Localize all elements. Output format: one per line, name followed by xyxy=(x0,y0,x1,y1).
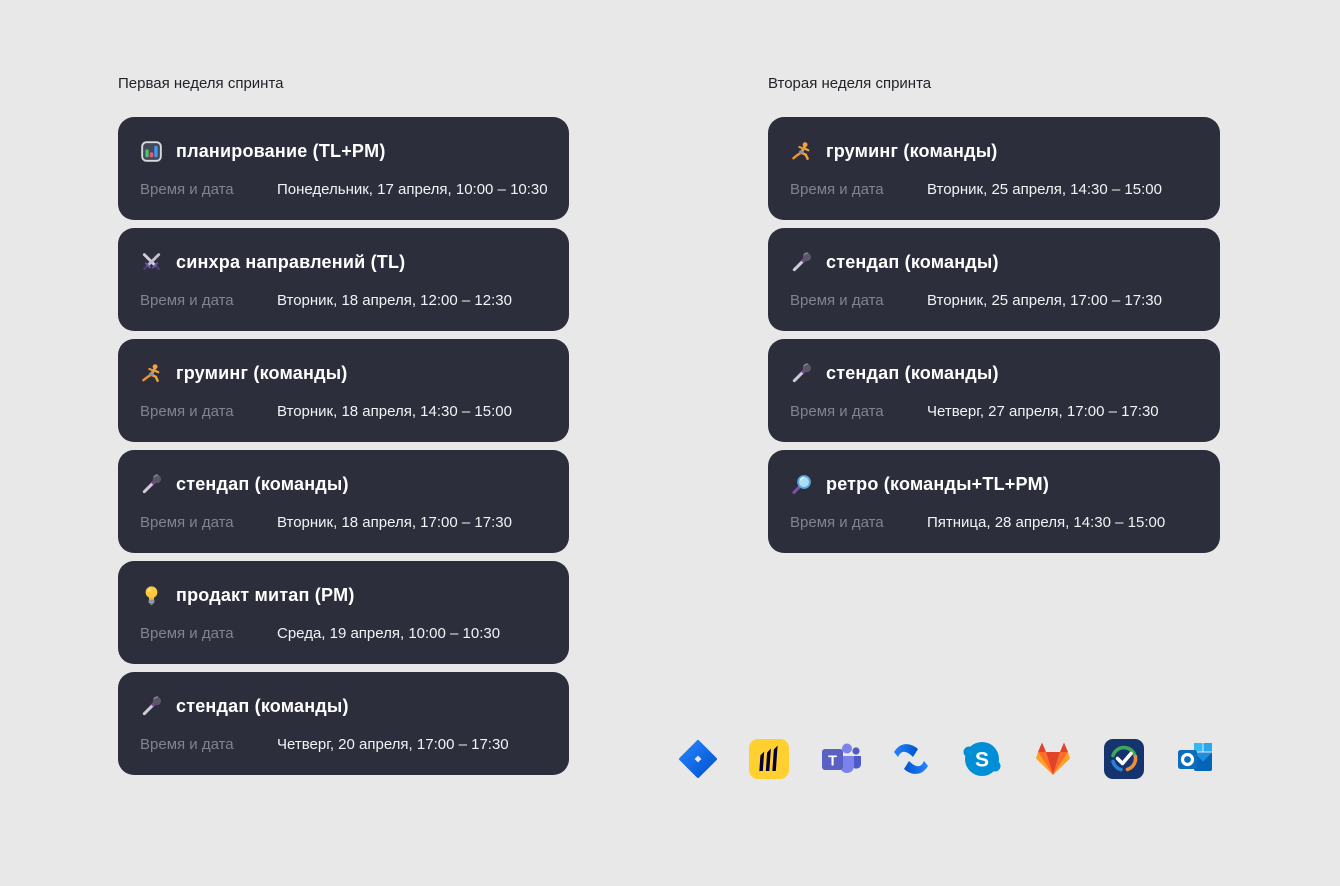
event-card: стендап (команды) Время и дата Вторник, … xyxy=(768,228,1220,331)
time-date-value: Четверг, 20 апреля, 17:00 – 17:30 xyxy=(277,736,509,753)
week1-heading: Первая неделя спринта xyxy=(118,75,284,92)
magnifying-glass-emoji-icon xyxy=(790,473,813,496)
time-date-label: Время и дата xyxy=(140,181,234,198)
light-bulb-emoji-icon xyxy=(140,584,163,607)
skype-icon xyxy=(960,737,1004,781)
outlook-icon xyxy=(1173,737,1217,781)
week1-card-list: планирование (TL+PM) Время и дата Понеде… xyxy=(118,117,569,775)
ticktick-icon xyxy=(1102,737,1146,781)
time-date-value: Вторник, 18 апреля, 17:00 – 17:30 xyxy=(277,514,512,531)
time-date-value: Вторник, 18 апреля, 14:30 – 15:00 xyxy=(277,403,512,420)
confluence-icon xyxy=(889,737,933,781)
event-title: планирование (TL+PM) xyxy=(176,140,386,161)
event-card: стендап (команды) Время и дата Четверг, … xyxy=(118,672,569,775)
time-date-label: Время и дата xyxy=(140,625,234,642)
week2-column: Вторая неделя спринта груминг (команды) … xyxy=(768,76,1220,553)
time-date-value: Пятница, 28 апреля, 14:30 – 15:00 xyxy=(927,514,1166,531)
microsoft-teams-icon xyxy=(818,737,862,781)
event-title: продакт митап (PM) xyxy=(176,584,355,605)
time-date-label: Время и дата xyxy=(140,514,234,531)
crossed-swords-emoji-icon xyxy=(140,251,163,274)
time-date-value: Вторник, 18 апреля, 12:00 – 12:30 xyxy=(277,292,512,309)
event-card: планирование (TL+PM) Время и дата Понеде… xyxy=(118,117,569,220)
time-date-value: Четверг, 27 апреля, 17:00 – 17:30 xyxy=(927,403,1159,420)
microphone-emoji-icon xyxy=(790,362,813,385)
event-title: стендап (команды) xyxy=(176,695,349,716)
time-date-value: Вторник, 25 апреля, 14:30 – 15:00 xyxy=(927,181,1162,198)
event-title: стендап (команды) xyxy=(176,473,349,494)
event-card: груминг (команды) Время и дата Вторник, … xyxy=(118,339,569,442)
bar-chart-emoji-icon xyxy=(140,140,163,163)
microphone-emoji-icon xyxy=(790,251,813,274)
runner-emoji-icon xyxy=(790,140,813,163)
week1-column: Первая неделя спринта планирование (TL+P… xyxy=(118,76,569,775)
event-card: продакт митап (PM) Время и дата Среда, 1… xyxy=(118,561,569,664)
event-card: груминг (команды) Время и дата Вторник, … xyxy=(768,117,1220,220)
time-date-label: Время и дата xyxy=(140,292,234,309)
time-date-label: Время и дата xyxy=(790,514,884,531)
jira-icon xyxy=(676,737,720,781)
event-card: ретро (команды+TL+PM) Время и дата Пятни… xyxy=(768,450,1220,553)
miro-icon xyxy=(747,737,791,781)
event-title: стендап (команды) xyxy=(826,362,999,383)
time-date-value: Вторник, 25 апреля, 17:00 – 17:30 xyxy=(927,292,1162,309)
week2-card-list: груминг (команды) Время и дата Вторник, … xyxy=(768,117,1220,553)
event-card: стендап (команды) Время и дата Вторник, … xyxy=(118,450,569,553)
time-date-label: Время и дата xyxy=(790,403,884,420)
time-date-value: Понедельник, 17 апреля, 10:00 – 10:30 xyxy=(277,181,548,198)
time-date-label: Время и дата xyxy=(140,736,234,753)
event-title: груминг (команды) xyxy=(176,362,348,383)
gitlab-icon xyxy=(1031,737,1075,781)
event-title: синхра направлений (TL) xyxy=(176,251,406,272)
time-date-label: Время и дата xyxy=(790,292,884,309)
event-card: стендап (команды) Время и дата Четверг, … xyxy=(768,339,1220,442)
event-card: синхра направлений (TL) Время и дата Вто… xyxy=(118,228,569,331)
apps-row xyxy=(676,737,1217,781)
microphone-emoji-icon xyxy=(140,473,163,496)
runner-emoji-icon xyxy=(140,362,163,385)
time-date-label: Время и дата xyxy=(790,181,884,198)
microphone-emoji-icon xyxy=(140,695,163,718)
week2-heading: Вторая неделя спринта xyxy=(768,75,932,92)
event-title: ретро (команды+TL+PM) xyxy=(826,473,1050,494)
time-date-value: Среда, 19 апреля, 10:00 – 10:30 xyxy=(277,625,501,642)
event-title: стендап (команды) xyxy=(826,251,999,272)
time-date-label: Время и дата xyxy=(140,403,234,420)
event-title: груминг (команды) xyxy=(826,140,998,161)
